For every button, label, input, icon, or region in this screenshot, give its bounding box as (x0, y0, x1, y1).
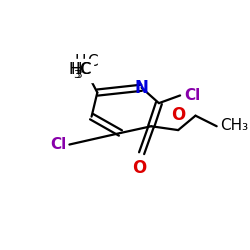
Text: Cl: Cl (50, 137, 66, 152)
Text: C: C (79, 62, 90, 77)
Text: H: H (74, 54, 86, 68)
Text: CH₃: CH₃ (220, 118, 249, 133)
Text: 3: 3 (79, 73, 86, 83)
Text: C: C (80, 62, 91, 77)
Text: 3: 3 (74, 70, 80, 80)
Bar (63, 59, 94, 82)
Text: H: H (70, 62, 82, 77)
Text: O: O (171, 106, 185, 124)
Text: 3: 3 (75, 70, 82, 80)
Text: C: C (87, 54, 97, 68)
Text: O: O (132, 159, 147, 177)
Text: Cl: Cl (184, 88, 200, 103)
Text: H: H (68, 62, 80, 77)
Text: N: N (135, 79, 148, 97)
